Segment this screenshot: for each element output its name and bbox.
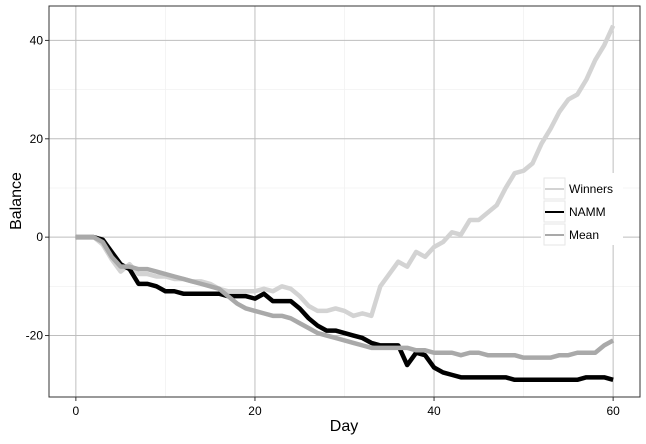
- series-line-namm: [75, 234, 614, 383]
- y-tick-label: -20: [26, 329, 44, 343]
- series-line-mean: [75, 234, 615, 360]
- x-tick-label: 0: [73, 404, 80, 418]
- x-tick-label: 60: [606, 404, 620, 418]
- x-tick-label: 20: [248, 404, 262, 418]
- legend-label-winners: Winners: [569, 182, 613, 196]
- y-tick-label: 20: [30, 132, 44, 146]
- y-tick-label: 40: [30, 33, 44, 47]
- plot-border: [48, 5, 641, 398]
- y-tick-label: 0: [36, 230, 43, 244]
- legend-label-namm: NAMM: [569, 205, 606, 219]
- x-axis-label: Day: [330, 418, 358, 435]
- series-lines: [75, 24, 616, 383]
- x-tick-label: 40: [427, 404, 441, 418]
- legend: Winners NAMM Mean: [541, 173, 623, 246]
- legend-label-mean: Mean: [569, 228, 599, 242]
- series-line-winners: [75, 24, 616, 319]
- y-axis: -20 0 20 40: [26, 33, 49, 343]
- x-axis: 0 20 40 60: [73, 397, 620, 418]
- y-axis-label: Balance: [8, 172, 25, 230]
